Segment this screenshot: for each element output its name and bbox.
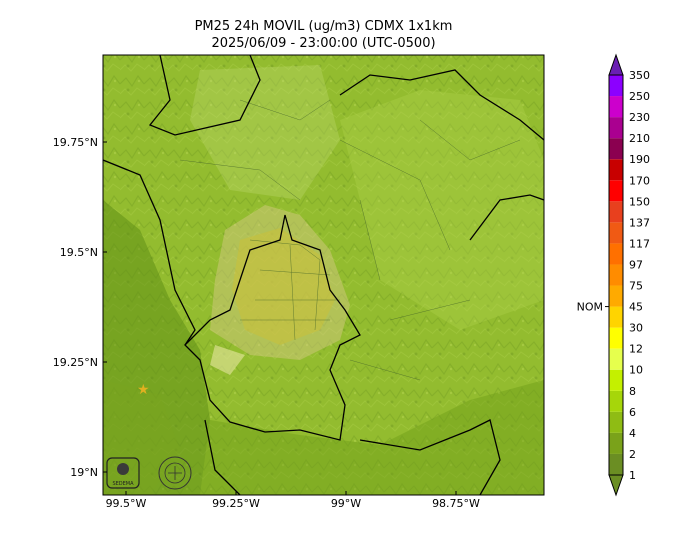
colorbar: 1246810123045759711713715017019021023025…: [605, 53, 650, 497]
colorbar-segment: [609, 138, 623, 160]
colorbar-tick-label: 250: [629, 90, 650, 103]
nom-label: NOM: [577, 301, 603, 314]
map-subtitle: 2025/06/09 - 23:00:00 (UTC-0500): [211, 36, 436, 51]
state-boundaries: [103, 55, 544, 495]
sedema-logo: SEDEMA: [106, 457, 140, 489]
colorbar-min-arrow: [608, 474, 624, 497]
colorbar-segment: [609, 159, 623, 181]
colorbar-segment: [609, 369, 623, 391]
colorbar-tick-label: 4: [629, 427, 636, 440]
colorbar-segment: [609, 453, 623, 475]
x-tick-label: 98.75°W: [432, 497, 480, 510]
colorbar-segment: [609, 117, 623, 139]
y-tick-label: 19°N: [70, 466, 98, 479]
colorbar-segment: [609, 75, 623, 97]
y-axis: 19.75°N 19.5°N 19.25°N 19°N: [53, 136, 107, 479]
colorbar-segment: [609, 222, 623, 244]
map-title: PM25 24h MOVIL (ug/m3) CDMX 1x1km: [194, 19, 453, 34]
colorbar-tick-label: 8: [629, 385, 636, 398]
pollution-core: [232, 228, 335, 345]
colorbar-max-arrow: [608, 53, 624, 76]
colorbar-tick-label: 1: [629, 469, 636, 482]
municipality-boundaries: [179, 99, 521, 381]
colorbar-tick-label: 30: [629, 322, 643, 335]
colorbar-segment: [609, 264, 623, 286]
colorbar-tick-label: 45: [629, 301, 643, 314]
colorbar-tick-label: 137: [629, 216, 650, 229]
colorbar-tick-label: 2: [629, 448, 636, 461]
colorbar-segment: [609, 96, 623, 118]
colorbar-segment: [609, 243, 623, 265]
map-area[interactable]: SEDEMA ★: [103, 55, 544, 495]
y-tick-label: 19.25°N: [53, 356, 98, 369]
colorbar-segment: [609, 285, 623, 307]
colorbar-tick-label: 170: [629, 174, 650, 187]
colorbar-segment: [609, 306, 623, 328]
colorbar-frame: [608, 74, 624, 476]
x-tick-label: 99°W: [331, 497, 361, 510]
y-tick-label: 19.5°N: [60, 246, 98, 259]
colorbar-segment: [609, 411, 623, 433]
colorbar-tick-label: 10: [629, 364, 643, 377]
colorbar-segment: [609, 201, 623, 223]
map-frame: [102, 54, 545, 496]
colorbar-tick-label: 190: [629, 153, 650, 166]
colorbar-tick-label: 230: [629, 111, 650, 124]
colorbar-segment: [609, 390, 623, 412]
colorbar-segment: [609, 348, 623, 370]
x-axis: 99.5°W 99.25°W 99°W 98.75°W: [106, 491, 480, 510]
svg-text:SEDEMA: SEDEMA: [112, 481, 134, 487]
colorbar-tick-label: 97: [629, 258, 643, 271]
colorbar-segment: [609, 432, 623, 454]
colorbar-segment: [609, 180, 623, 202]
colorbar-tick-label: 150: [629, 195, 650, 208]
colorbar-tick-label: 117: [629, 237, 650, 250]
colorbar-segment: [609, 327, 623, 349]
star-marker: ★: [137, 382, 150, 398]
colorbar-tick-label: 350: [629, 69, 650, 82]
colorbar-tick-label: 75: [629, 280, 643, 293]
colorbar-tick-label: 12: [629, 343, 643, 356]
y-tick-label: 19.75°N: [53, 136, 98, 149]
colorbar-tick-label: 6: [629, 406, 636, 419]
x-tick-label: 99.5°W: [106, 497, 147, 510]
colorbar-tick-label: 210: [629, 132, 650, 145]
x-tick-label: 99.25°W: [212, 497, 260, 510]
cdmx-seal: [158, 456, 192, 490]
